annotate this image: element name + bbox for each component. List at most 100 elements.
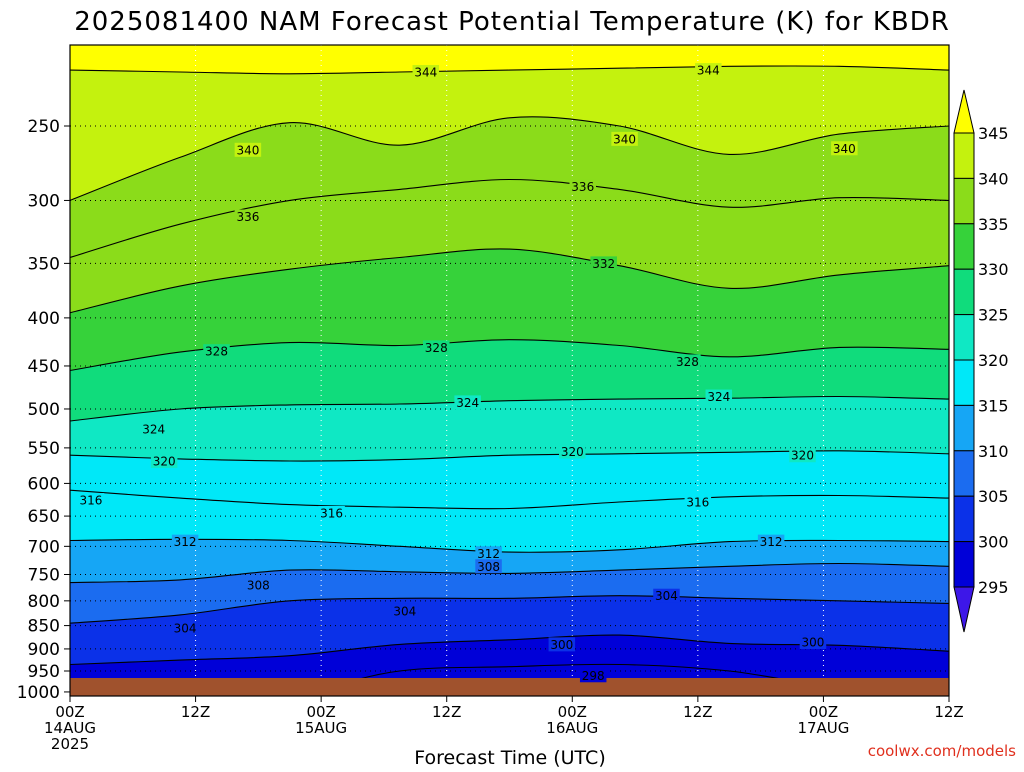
x-tick-label: 2025 xyxy=(51,735,89,753)
contour-label: 298 xyxy=(582,669,605,683)
band-below-320 xyxy=(70,450,949,509)
color-fill-layer xyxy=(70,45,949,696)
band-below-316 xyxy=(70,490,949,553)
contour-label-bg xyxy=(705,389,733,404)
colorbar-tick-label: 310 xyxy=(978,442,1009,461)
contour-label-bg xyxy=(579,668,607,683)
colorbar-bottom-arrow xyxy=(953,586,975,633)
colorbar-top-arrow xyxy=(953,89,975,134)
y-tick-label: 450 xyxy=(28,357,60,377)
y-tick-label: 700 xyxy=(28,537,60,557)
contour-label-bg xyxy=(475,559,502,574)
contour-label-bg xyxy=(548,637,576,652)
colorbar-tick-label: 325 xyxy=(978,306,1009,325)
contour-label-bg xyxy=(611,131,638,146)
contour-label: 324 xyxy=(142,422,165,436)
band-below-336 xyxy=(70,179,949,313)
chart-title: 2025081400 NAM Forecast Potential Temper… xyxy=(74,7,950,37)
contour-label-bg xyxy=(799,635,827,650)
contour-label: 308 xyxy=(247,579,270,593)
contour-label-bg xyxy=(653,588,680,603)
colorbar-swatch xyxy=(953,450,975,497)
band-below-324 xyxy=(70,396,949,462)
contour-label-bg xyxy=(234,142,262,157)
contour-label: 320 xyxy=(561,445,584,459)
contour-324 xyxy=(70,395,949,422)
colorbar-swatch xyxy=(953,359,975,406)
band-below-312 xyxy=(70,539,949,583)
colorbar-tick-label: 295 xyxy=(978,578,1009,597)
credit-text: coolwx.com/models xyxy=(868,742,1016,760)
colorbar-tick-label: 300 xyxy=(978,533,1009,552)
contour-label: 328 xyxy=(676,355,699,369)
x-tick-label: 12Z xyxy=(934,703,963,721)
contour-label-bg xyxy=(234,209,262,224)
colorbar-tick-label: 335 xyxy=(978,215,1009,234)
colorbar-swatch xyxy=(953,314,975,361)
contour-label: 316 xyxy=(686,496,709,510)
contour-340 xyxy=(70,116,949,201)
contour-304 xyxy=(70,595,949,624)
y-tick-label: 250 xyxy=(28,117,60,137)
y-tick-label: 1000 xyxy=(17,683,60,703)
contour-label-bg xyxy=(203,344,230,359)
y-tick-label: 400 xyxy=(28,309,60,329)
y-tick-label: 900 xyxy=(28,640,60,660)
y-tick-label: 300 xyxy=(28,191,60,211)
contour-label-bg xyxy=(423,340,450,355)
contour-312 xyxy=(70,538,949,553)
plot-frame xyxy=(69,44,950,697)
x-tick-label: 12Z xyxy=(432,703,461,721)
x-tick-label: 12Z xyxy=(683,703,712,721)
colorbar-tick-label: 340 xyxy=(978,169,1009,188)
contour-label-bg xyxy=(454,395,481,410)
y-tick-label: 350 xyxy=(28,254,60,274)
contour-332 xyxy=(70,248,949,314)
contour-344 xyxy=(70,65,949,75)
x-tick-label: 00Z xyxy=(55,703,84,721)
colorbar-swatch xyxy=(953,541,975,588)
band-below-308 xyxy=(70,563,949,624)
contour-label-bg xyxy=(77,493,105,508)
x-tick-label: 00Z xyxy=(306,703,335,721)
colorbar-tick-label: 320 xyxy=(978,351,1009,370)
contour-label: 304 xyxy=(174,621,197,635)
y-tick-label: 600 xyxy=(28,474,60,494)
contour-label: 344 xyxy=(697,64,720,78)
contour-label-bg xyxy=(569,179,596,194)
grid-layer xyxy=(70,45,949,696)
band-below-332 xyxy=(70,248,949,371)
y-tick-label: 750 xyxy=(28,565,60,585)
band-below-304 xyxy=(70,595,949,665)
contour-label: 340 xyxy=(613,132,636,146)
contour-label-bg xyxy=(757,534,785,549)
contour-label: 312 xyxy=(760,535,783,549)
contour-label-bg xyxy=(318,505,345,520)
y-tick-label: 650 xyxy=(28,507,60,527)
contour-label-bg xyxy=(684,495,712,510)
contour-label-bg xyxy=(171,620,199,635)
x-tick-label: 15AUG xyxy=(295,719,347,737)
colorbar-tick-label: 305 xyxy=(978,487,1009,506)
y-axis: 250 300 350 400 450 500 550 600 650 700 750 800 850 9… xyxy=(17,117,70,703)
colorbar-tick-label: 330 xyxy=(978,260,1009,279)
contour-label-layer: 344 344 340 340 340 336 336 332 328 328 328 324 324 3… xyxy=(77,63,858,683)
contour-316 xyxy=(70,489,949,510)
contour-label: 308 xyxy=(477,560,500,574)
contour-label: 312 xyxy=(174,535,197,549)
colorbar-swatch xyxy=(953,404,975,452)
contour-336 xyxy=(70,178,949,259)
contour-label: 340 xyxy=(833,142,856,156)
colorbar-swatch xyxy=(953,132,975,179)
x-tick-label: 00Z xyxy=(809,703,838,721)
contour-label-bg xyxy=(171,534,199,549)
contour-label-bg xyxy=(789,448,816,463)
contour-label: 316 xyxy=(79,494,102,508)
contour-label: 304 xyxy=(393,604,416,618)
contour-label: 312 xyxy=(477,547,500,561)
band-below-328 xyxy=(70,339,949,421)
band-below-344 xyxy=(70,65,949,201)
colorbar: 345 340 335 330 325 320 315 310 305 300 295 xyxy=(953,89,1009,633)
